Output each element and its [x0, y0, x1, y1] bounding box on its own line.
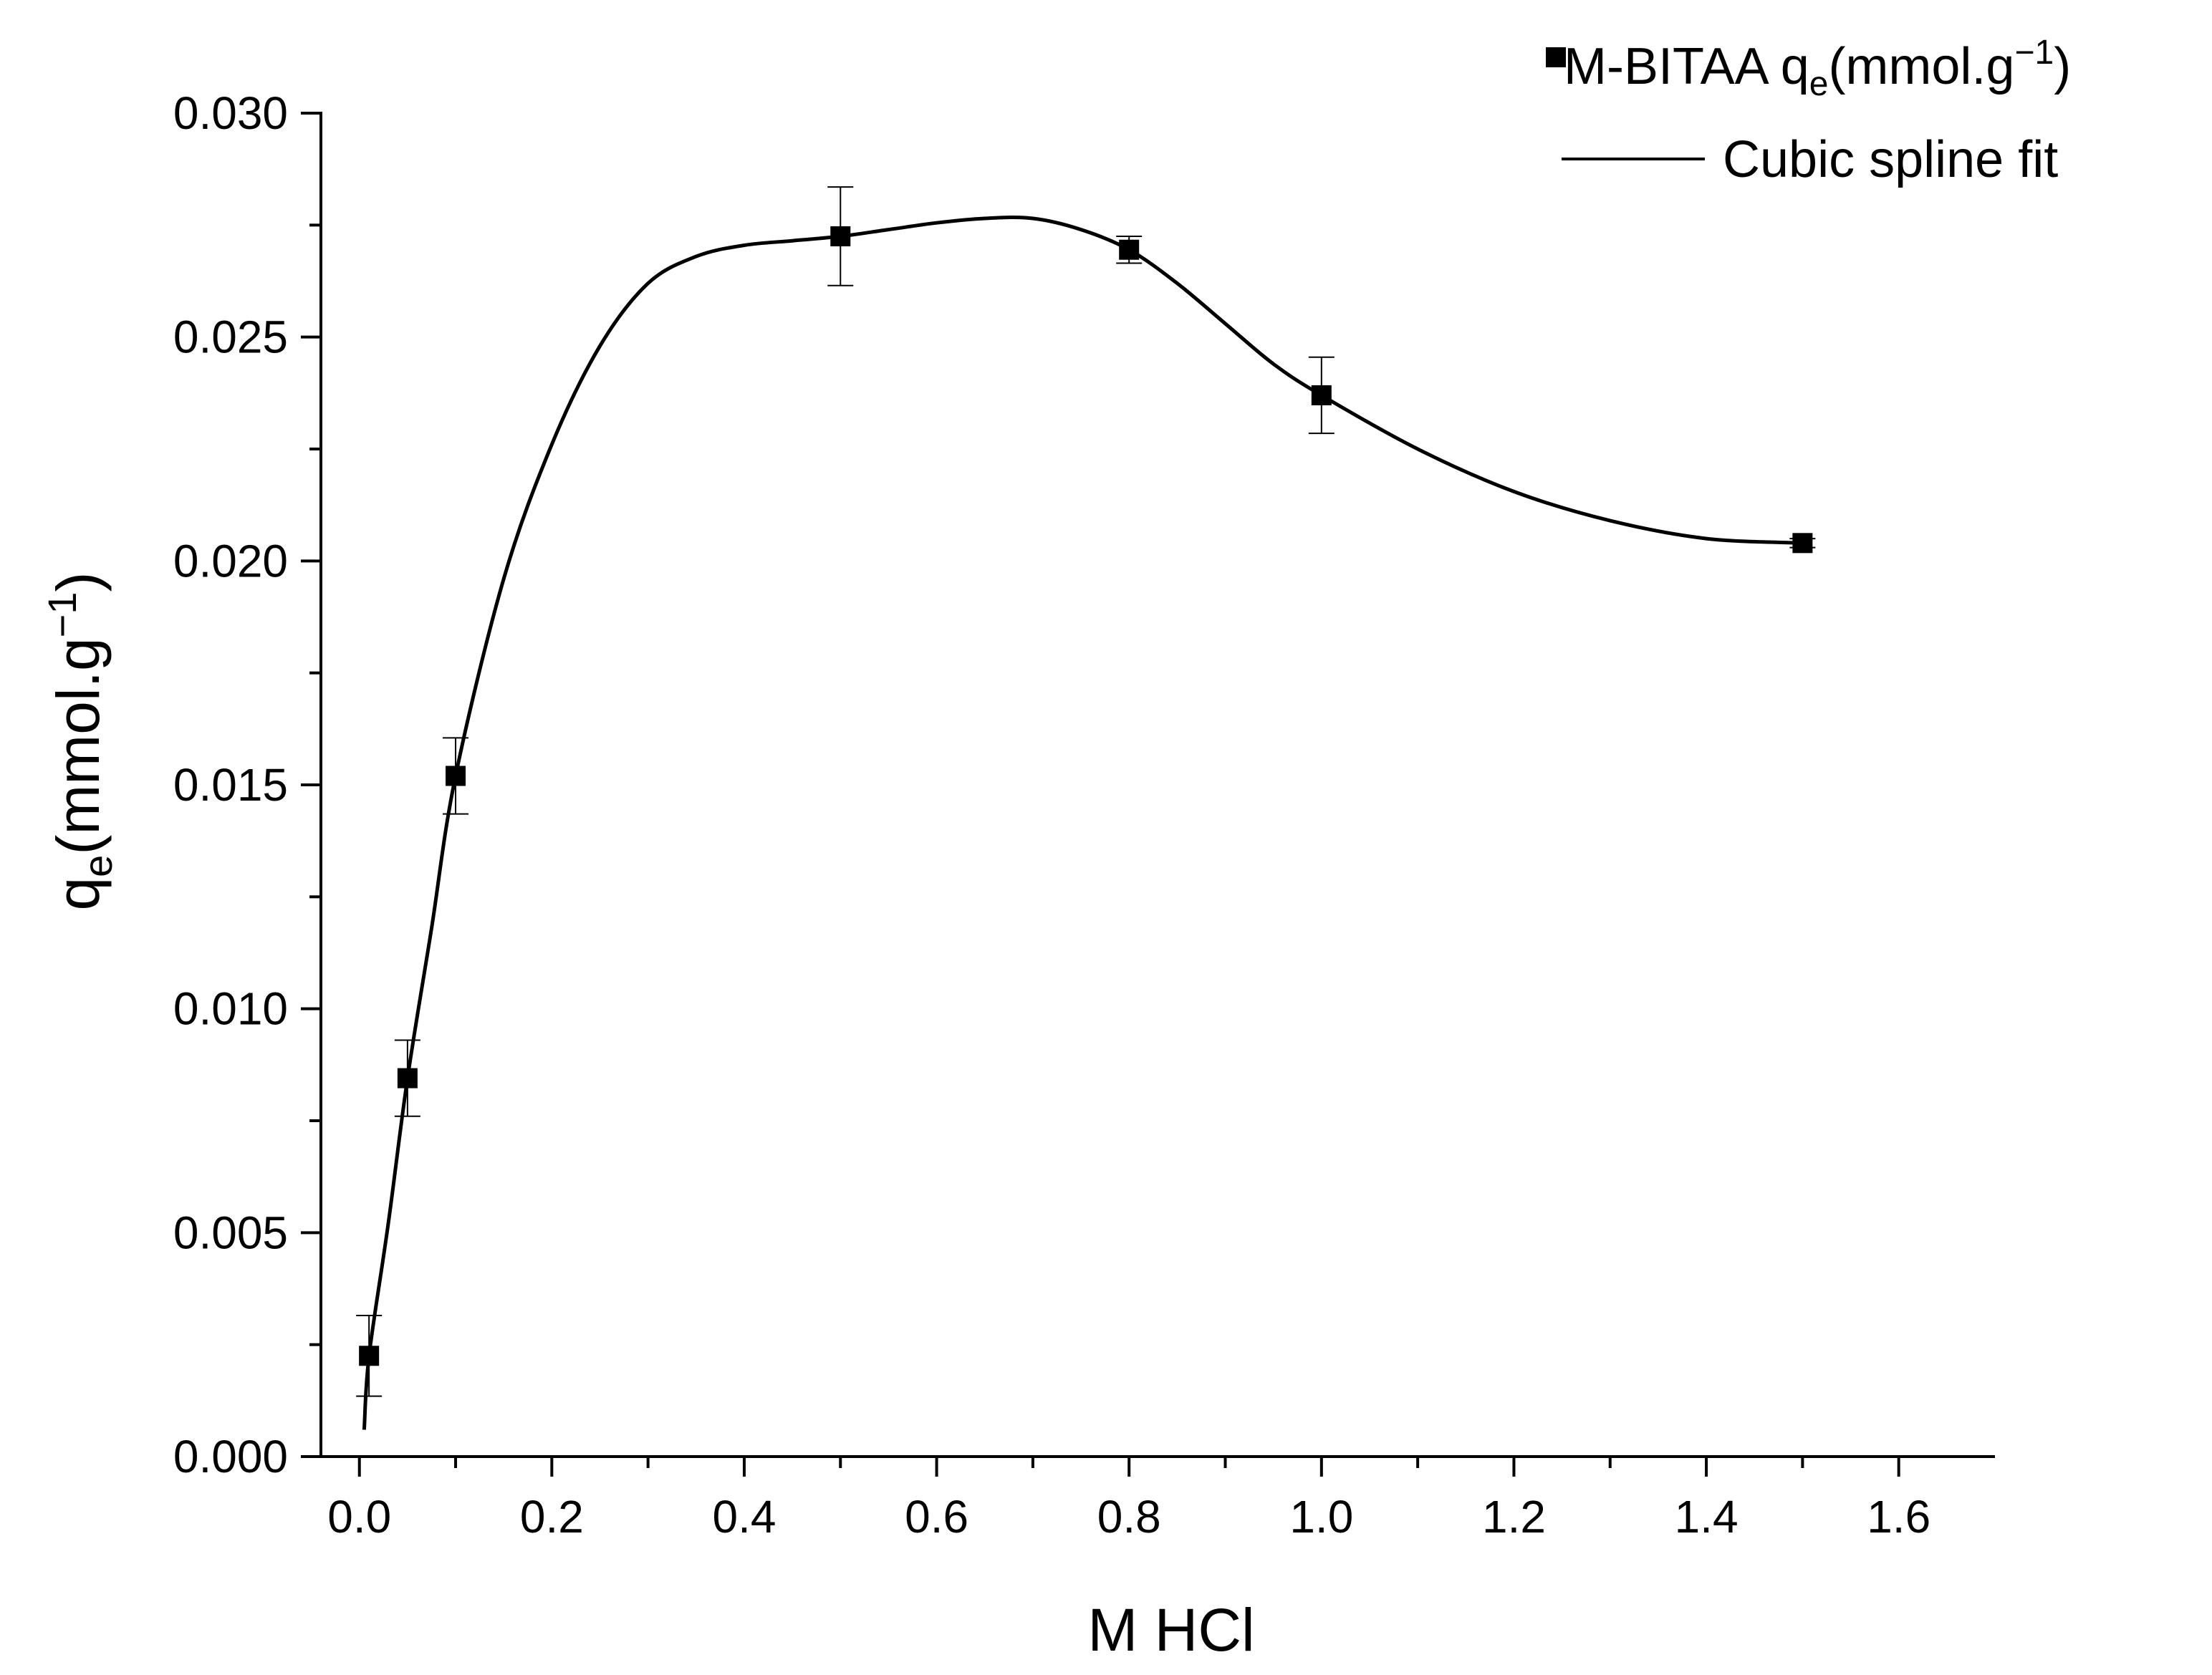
data-point	[1311, 385, 1332, 405]
legend-label-data: M-BITAA qe(mmol.g−1)	[1564, 34, 2071, 103]
data-point	[1792, 533, 1813, 554]
plot-area	[356, 186, 1816, 1430]
data-point	[446, 766, 466, 786]
data-point	[830, 226, 851, 246]
x-tick-label: 0.2	[520, 1491, 584, 1543]
cubic-spline-fit-line	[362, 216, 1803, 1430]
legend-marker-swatch	[1546, 47, 1566, 67]
y-axis-title-superscript: −1	[39, 592, 85, 637]
y-tick-label: 0.010	[173, 983, 288, 1035]
data-point	[1119, 239, 1140, 260]
y-tick-label: 0.025	[173, 312, 288, 363]
x-axis-title: M HCl	[1087, 1596, 1254, 1664]
axes	[319, 112, 1995, 1458]
x-tick-label: 1.6	[1867, 1491, 1930, 1543]
x-tick-label: 1.4	[1675, 1491, 1739, 1543]
legend-label-data-superscript: −1	[2014, 34, 2054, 72]
y-tick-label: 0.000	[173, 1431, 288, 1482]
y-tick-label: 0.030	[173, 87, 288, 139]
x-tick-label: 0.8	[1097, 1491, 1161, 1543]
data-point	[397, 1068, 418, 1088]
y-axis-title-rest: (mmol.g	[44, 637, 112, 854]
legend-label-data-close: )	[2054, 38, 2071, 95]
y-tick-label: 0.015	[173, 759, 288, 811]
x-tick-label: 0.0	[327, 1491, 391, 1543]
legend-label-fit: Cubic spline fit	[1723, 131, 2058, 188]
x-tick-label: 1.2	[1482, 1491, 1546, 1543]
y-axis-title-close: )	[44, 571, 112, 592]
x-tick-label: 1.0	[1289, 1491, 1353, 1543]
legend-label-data-base: M-BITAA q	[1564, 38, 1809, 95]
legend-label-data-subscript: e	[1809, 65, 1829, 103]
legend-label-data-rest: (mmol.g	[1828, 38, 2014, 95]
y-axis-title: qe(mmol.g−1)	[39, 571, 120, 910]
x-tick-label: 0.6	[905, 1491, 968, 1543]
y-axis-title-subscript: e	[75, 855, 120, 877]
y-tick-label: 0.020	[173, 535, 288, 587]
legend: M-BITAA qe(mmol.g−1) Cubic spline fit	[1546, 34, 2071, 188]
y-axis-ticks: 0.000 0.005 0.010 0.015 0.020 0.025 0.030	[173, 87, 321, 1482]
data-point	[359, 1346, 380, 1366]
x-axis-ticks: 0.0 0.2 0.4 0.6 0.8 1.0 1.2 1.4 1.6	[327, 1457, 1930, 1543]
y-axis-title-base: q	[44, 877, 112, 911]
y-tick-label: 0.005	[173, 1207, 288, 1258]
x-tick-label: 0.4	[712, 1491, 776, 1543]
